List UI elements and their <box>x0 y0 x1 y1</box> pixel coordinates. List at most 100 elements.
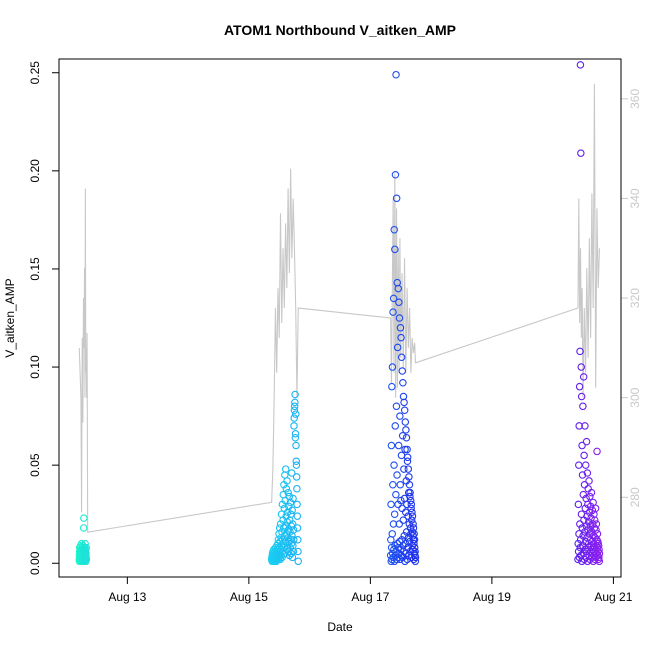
data-point <box>294 547 302 556</box>
data-point <box>397 551 406 560</box>
data-point <box>289 526 298 534</box>
data-point <box>402 426 410 434</box>
data-point <box>397 496 405 505</box>
y2-tick-label: 300 <box>628 387 642 407</box>
y-tick-label: 0.15 <box>28 257 42 281</box>
data-point <box>396 324 405 332</box>
data-point <box>578 471 587 479</box>
data-point <box>403 445 411 454</box>
data-point <box>392 490 400 499</box>
data-point <box>287 510 295 518</box>
x-tick-label: Aug 17 <box>351 590 389 604</box>
data-point <box>388 363 397 371</box>
data-point <box>274 539 282 548</box>
data-point <box>79 524 88 532</box>
data-point <box>399 378 407 387</box>
data-point <box>287 469 296 477</box>
data-point <box>388 530 396 538</box>
data-point <box>389 294 398 303</box>
y-tick-label: 0.00 <box>28 551 42 575</box>
data-point <box>396 412 404 420</box>
data-point <box>288 506 296 515</box>
data-point <box>392 70 400 79</box>
data-point <box>80 514 88 522</box>
data-point <box>590 524 599 532</box>
data-points-layer <box>75 61 604 566</box>
data-point <box>403 457 412 465</box>
x-axis-label: Date <box>327 620 353 634</box>
data-point <box>579 402 587 411</box>
data-point <box>411 553 420 562</box>
data-point <box>292 457 300 465</box>
data-point <box>389 553 397 562</box>
data-point <box>410 539 418 548</box>
data-point <box>292 461 301 469</box>
data-point <box>294 535 302 544</box>
data-point <box>404 465 413 473</box>
data-point <box>395 520 404 528</box>
data-point <box>392 402 401 411</box>
data-point <box>574 539 582 548</box>
data-point <box>407 504 415 513</box>
data-point <box>577 149 585 157</box>
y-tick-label: 0.25 <box>28 61 42 85</box>
data-point <box>292 410 300 418</box>
data-point <box>580 481 589 489</box>
data-point <box>577 392 586 401</box>
data-point <box>407 516 416 524</box>
data-point <box>399 516 408 524</box>
data-point <box>398 367 407 375</box>
data-point <box>576 61 585 69</box>
data-point <box>396 555 404 564</box>
data-point <box>292 441 300 450</box>
data-point <box>391 171 400 179</box>
data-point <box>575 422 583 430</box>
data-point <box>390 225 398 234</box>
data-point <box>580 451 588 460</box>
data-point <box>287 539 296 548</box>
data-point <box>408 508 416 516</box>
x-tick-label: Aug 15 <box>230 590 268 604</box>
data-point <box>575 461 583 469</box>
data-point <box>388 382 396 391</box>
data-point <box>290 535 298 544</box>
data-point <box>409 532 417 540</box>
data-point <box>401 418 410 426</box>
data-point <box>387 441 396 450</box>
axes-layer: Aug 13 Aug 15 Aug 17 Aug 19 Aug 21 0.00 0.05 0.… <box>28 61 642 604</box>
data-point <box>591 516 599 524</box>
data-point <box>283 477 291 485</box>
data-point <box>291 398 299 407</box>
data-point <box>405 520 414 528</box>
data-point <box>391 245 399 254</box>
data-point <box>411 557 420 566</box>
y2-tick-label: 280 <box>628 487 642 507</box>
data-point <box>403 500 411 509</box>
y-tick-label: 0.10 <box>28 355 42 379</box>
data-point <box>400 532 409 540</box>
data-point <box>576 347 584 356</box>
data-point <box>405 473 413 481</box>
data-point <box>588 520 597 528</box>
data-point <box>282 545 291 554</box>
data-point <box>397 353 406 361</box>
data-point <box>576 520 584 528</box>
x-tick-label: Aug 19 <box>473 590 511 604</box>
data-point <box>282 484 291 493</box>
data-point <box>290 402 299 411</box>
data-point <box>281 496 290 505</box>
data-point <box>392 194 401 203</box>
data-point <box>291 390 299 399</box>
data-point <box>393 343 402 352</box>
data-point <box>292 473 301 481</box>
data-point <box>593 530 602 538</box>
data-point <box>577 363 585 371</box>
data-point <box>293 512 302 520</box>
data-point <box>586 502 595 511</box>
data-point <box>391 422 399 430</box>
data-point <box>586 492 594 501</box>
data-point <box>389 308 397 316</box>
chart-title: ATOM1 Northbound V_aitken_AMP <box>224 22 456 38</box>
